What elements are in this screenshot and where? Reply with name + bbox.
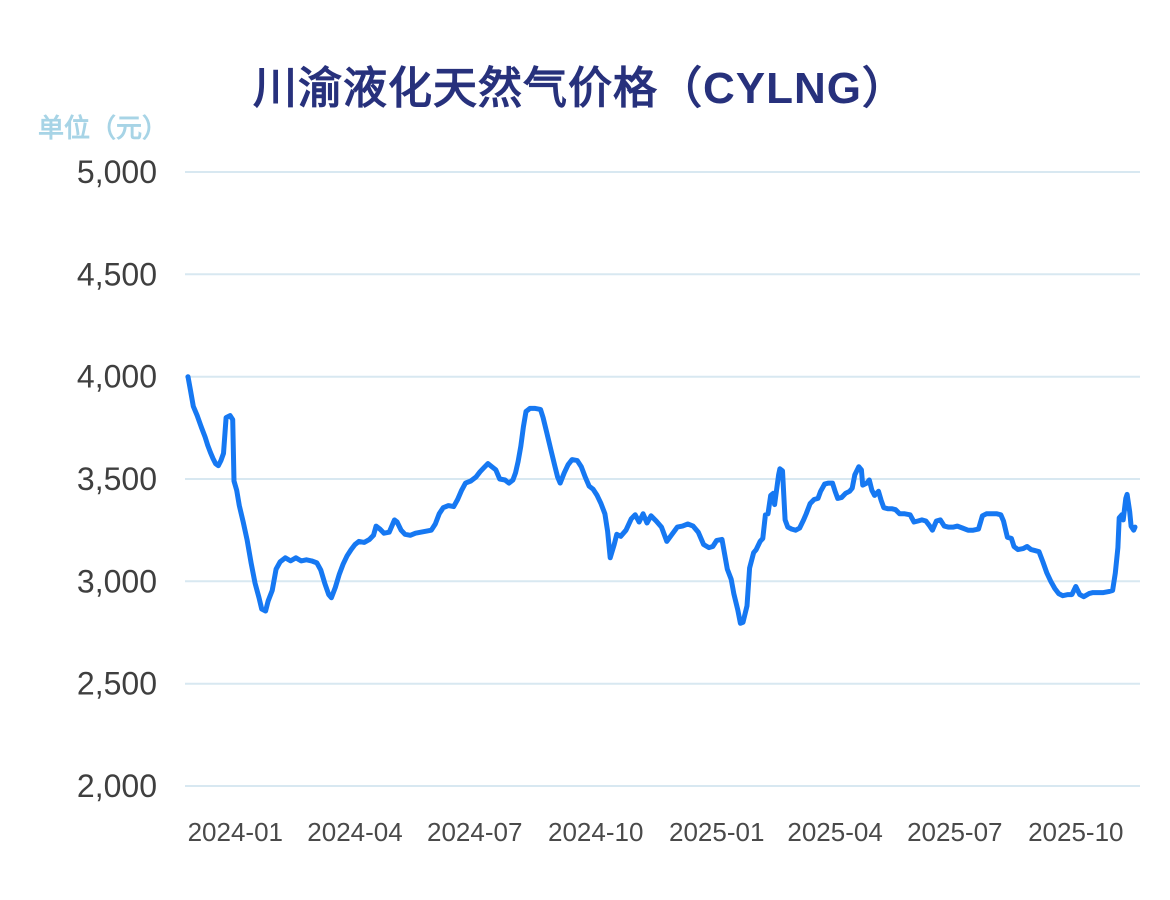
y-axis-tick-label: 5,000 [77,154,157,190]
price-line-series[interactable] [185,374,1138,626]
x-axis-tick-label: 2025-10 [1028,817,1123,847]
y-axis-tick-label: 3,500 [77,461,157,497]
y-axis-tick-label: 4,000 [77,359,157,395]
y-axis-tick-label: 2,000 [77,768,157,804]
x-axis-tick-label: 2025-07 [907,817,1002,847]
x-axis-tick-label: 2024-01 [188,817,283,847]
x-axis-tick-label: 2025-04 [787,817,882,847]
y-axis-tick-label: 2,500 [77,666,157,702]
x-axis-tick-label: 2024-07 [427,817,522,847]
y-axis-tick-label: 4,500 [77,256,157,292]
x-axis-tick-label: 2024-10 [548,817,643,847]
chart-title: 川渝液化天然气价格（CYLNG） [253,64,907,113]
y-axis-unit-label: 单位（元） [38,113,169,143]
y-axis-tick-label: 3,000 [77,563,157,599]
x-axis-tick-label: 2024-04 [307,817,402,847]
x-axis-tick-label: 2025-01 [669,817,764,847]
